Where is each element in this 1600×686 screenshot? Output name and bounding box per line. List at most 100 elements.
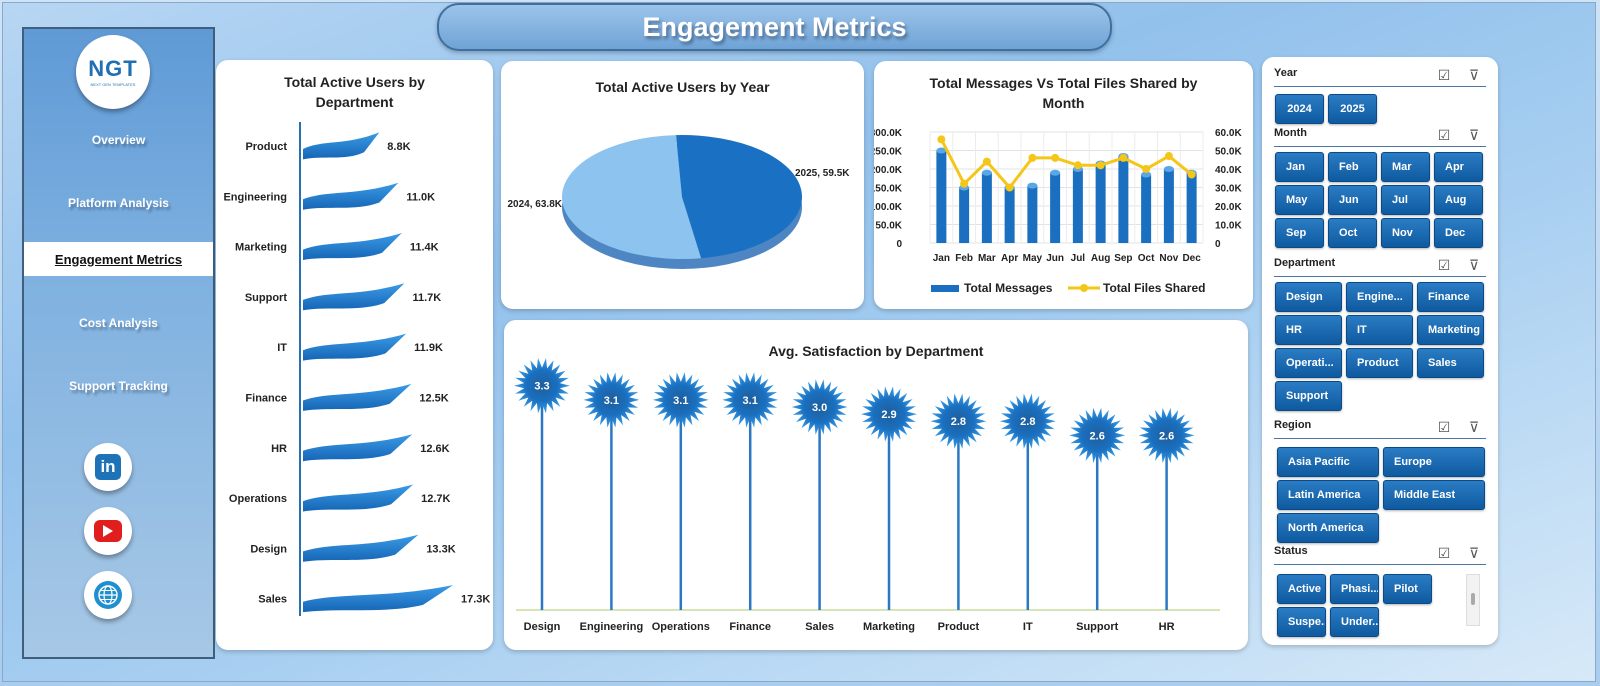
satisfaction-chart: 3.3 Design 3.1 Engineering 3.1 Operations 3.1 F… [514, 358, 1220, 633]
clear-filter-icon[interactable]: ⊽ [1468, 419, 1480, 435]
dept-bar-engineering [303, 182, 399, 210]
slicer-month-dec[interactable]: Dec [1434, 218, 1483, 248]
slicer-month-oct[interactable]: Oct [1328, 218, 1377, 248]
monthly-bar-jun [1050, 172, 1061, 243]
monthly-files-point-apr [1005, 183, 1014, 192]
monthly-bar-cap [1050, 169, 1061, 176]
slicer-month-may[interactable]: May [1275, 185, 1324, 215]
slicer-department-design[interactable]: Design [1275, 282, 1342, 312]
clear-filter-icon[interactable]: ⊽ [1468, 257, 1480, 273]
satisfaction-marker-hr [1138, 407, 1195, 464]
slicer-status-pilot[interactable]: Pilot [1383, 574, 1432, 604]
slicer-department-support[interactable]: Support [1275, 381, 1342, 411]
slicer-month-sep[interactable]: Sep [1275, 218, 1324, 248]
monthly-files-point-jan [937, 135, 946, 144]
sidebar-item-overview[interactable]: Overview [91, 133, 146, 147]
slicer-month-nov[interactable]: Nov [1381, 218, 1430, 248]
monthly-files-point-may [1028, 153, 1037, 162]
monthly-bar-feb [959, 187, 970, 243]
monthly-bar-cap [1141, 171, 1152, 178]
slicer-month-header: Month ☑ ⊽ [1274, 125, 1486, 147]
monthly-y2tick: 40.0K [1215, 165, 1242, 176]
dept-users-chart: Product 8.8K Engineering 11.0K Marketing 11.4… [223, 122, 490, 616]
sidebar-item-platform-analysis[interactable]: Platform Analysis [68, 196, 169, 210]
multi-select-icon[interactable]: ☑ [1437, 257, 1451, 273]
multi-select-icon[interactable]: ☑ [1437, 419, 1451, 435]
satisfaction-marker-operations [652, 372, 709, 428]
slicer-status-scrollbar[interactable] [1466, 574, 1480, 626]
sidebar-item-cost-analysis[interactable]: Cost Analysis [79, 316, 158, 330]
dept-value-marketing: 11.4K [410, 242, 439, 254]
dept-bar-support [303, 283, 405, 311]
monthly-ytick: 100.0K [874, 202, 903, 213]
pie-label-2024: 2024, 63.8K [508, 199, 563, 210]
slicer-year-header: Year ☑ ⊽ [1274, 65, 1486, 87]
satisfaction-value-finance: 3.1 [743, 395, 758, 407]
slicer-month-mar[interactable]: Mar [1381, 152, 1430, 182]
dept-label-design: Design [250, 543, 287, 555]
linkedin-icon: in [95, 454, 121, 480]
sidebar-item-engagement-metrics[interactable]: Engagement Metrics [24, 242, 213, 276]
slicer-department-finance[interactable]: Finance [1417, 282, 1484, 312]
linkedin-button[interactable]: in [84, 443, 132, 491]
slicer-year-2025[interactable]: 2025 [1328, 94, 1377, 124]
monthly-y2tick: 60.0K [1215, 128, 1242, 139]
slicer-status-phasing[interactable]: Phasi... [1330, 574, 1379, 604]
satisfaction-value-sales: 3.0 [812, 402, 827, 414]
satisfaction-value-engineering: 3.1 [604, 395, 619, 407]
monthly-xtick-nov: Nov [1159, 253, 1178, 264]
sidebar-item-support-tracking[interactable]: Support Tracking [69, 379, 168, 393]
slicer-department-product[interactable]: Product [1346, 348, 1413, 378]
clear-filter-icon[interactable]: ⊽ [1468, 67, 1480, 83]
monthly-y2tick: 50.0K [1215, 147, 1242, 158]
slicer-department-header: Department ☑ ⊽ [1274, 255, 1486, 277]
slicer-year-2024[interactable]: 2024 [1275, 94, 1324, 124]
monthly-xtick-feb: Feb [955, 253, 973, 264]
monthly-xtick-aug: Aug [1091, 253, 1110, 264]
multi-select-icon[interactable]: ☑ [1437, 67, 1451, 83]
satisfaction-label-design: Design [524, 621, 561, 633]
multi-select-icon[interactable]: ☑ [1437, 545, 1451, 561]
slicer-department-operati[interactable]: Operati... [1275, 348, 1342, 378]
slicer-department-it[interactable]: IT [1346, 315, 1413, 345]
satisfaction-value-marketing: 2.9 [881, 409, 896, 421]
slicer-region-latin-america[interactable]: Latin America [1277, 480, 1379, 510]
slicer-region-europe[interactable]: Europe [1383, 447, 1485, 477]
satisfaction-label-support: Support [1076, 621, 1118, 633]
slicer-month-jun[interactable]: Jun [1328, 185, 1377, 215]
satisfaction-marker-finance [722, 372, 779, 428]
youtube-button[interactable] [84, 507, 132, 555]
slicer-month-aug[interactable]: Aug [1434, 185, 1483, 215]
monthly-bar-cap [981, 169, 992, 176]
clear-filter-icon[interactable]: ⊽ [1468, 127, 1480, 143]
slicer-region-middle-east[interactable]: Middle East [1383, 480, 1485, 510]
slicer-department-engine[interactable]: Engine... [1346, 282, 1413, 312]
page-title: Engagement Metrics [642, 11, 907, 42]
slicer-status-suspended[interactable]: Suspe... [1277, 607, 1326, 637]
slicer-status-active[interactable]: Active [1277, 574, 1326, 604]
slicer-region-north-america[interactable]: North America [1277, 513, 1379, 543]
multi-select-icon[interactable]: ☑ [1437, 127, 1451, 143]
slicer-month-feb[interactable]: Feb [1328, 152, 1377, 182]
monthly-xtick-mar: Mar [978, 253, 996, 264]
monthly-xtick-dec: Dec [1182, 253, 1201, 264]
slicer-status-under[interactable]: Under... [1330, 607, 1379, 637]
monthly-xtick-sep: Sep [1114, 253, 1132, 264]
slicer-region-asia-pacific[interactable]: Asia Pacific [1277, 447, 1379, 477]
website-button[interactable] [84, 571, 132, 619]
monthly-bar-jan [936, 150, 947, 243]
monthly-files-point-nov [1164, 152, 1173, 161]
monthly-bar-dec [1186, 172, 1197, 243]
monthly-xtick-apr: Apr [1001, 253, 1018, 264]
slicer-department-sales[interactable]: Sales [1417, 348, 1484, 378]
monthly-ytick: 300.0K [874, 128, 903, 139]
dept-bar-it [303, 333, 407, 361]
clear-filter-icon[interactable]: ⊽ [1468, 545, 1480, 561]
slicer-month-jul[interactable]: Jul [1381, 185, 1430, 215]
slicer-department-hr[interactable]: HR [1275, 315, 1342, 345]
slicer-department-marketing[interactable]: Marketing [1417, 315, 1484, 345]
monthly-bar-may [1027, 185, 1038, 243]
slicer-region-header: Region ☑ ⊽ [1274, 417, 1486, 439]
slicer-month-apr[interactable]: Apr [1434, 152, 1483, 182]
slicer-month-jan[interactable]: Jan [1275, 152, 1324, 182]
